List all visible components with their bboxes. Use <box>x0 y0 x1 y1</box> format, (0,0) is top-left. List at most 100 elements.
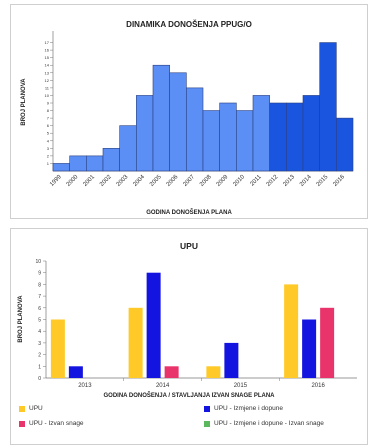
legend-item-upu-izvan-snage: UPU - Izvan snage <box>19 420 84 427</box>
y-tick-label: 9 <box>47 101 50 106</box>
bar <box>319 42 337 172</box>
bar <box>252 95 270 172</box>
x-tick-label: 2013 <box>282 174 296 188</box>
y-tick-label: 3 <box>47 146 50 151</box>
bar <box>206 366 221 378</box>
bar <box>50 319 65 378</box>
y-tick-label: 9 <box>38 271 41 277</box>
y-tick-label: 14 <box>45 63 50 68</box>
ppugo-chart: DINAMIKA DONOŠENJA PPUG/O123456789101112… <box>21 20 354 216</box>
legend-swatch <box>204 405 210 412</box>
bar <box>52 163 70 172</box>
x-axis-title: GODINA DONOŠENJA PLANA <box>146 208 232 216</box>
x-tick-label: 2014 <box>299 174 313 188</box>
x-tick-label: 2008 <box>199 174 213 188</box>
legend-label: UPU - Izmjene i dopune <box>214 405 284 412</box>
legend-item-upu: UPU <box>19 405 43 412</box>
bar <box>302 319 317 378</box>
legend-swatch <box>19 405 25 412</box>
upu-chart-panel: UPU 0 1 2 3 4 5 6 7 8 9 10 2013 2014 2015 2016 GODINA DO… <box>10 228 368 445</box>
chart-title: DINAMIKA DONOŠENJA PPUG/O <box>126 20 252 29</box>
legend-label: UPU <box>29 405 43 412</box>
x-tick-label: 2000 <box>66 174 80 188</box>
bar <box>68 366 83 378</box>
y-tick-label: 1 <box>47 161 50 166</box>
bar <box>219 102 237 172</box>
y-tick-label: 13 <box>45 70 50 75</box>
bar <box>128 307 143 378</box>
bar <box>136 95 154 172</box>
bar <box>102 148 120 172</box>
bar <box>119 125 137 172</box>
bar <box>236 110 254 172</box>
bar <box>286 102 304 172</box>
x-tick-label: 2010 <box>232 174 246 188</box>
bar <box>224 342 239 378</box>
bar <box>69 155 87 172</box>
bar <box>86 155 104 172</box>
x-tick-label: 2009 <box>216 174 230 188</box>
y-tick-label: 7 <box>47 116 50 121</box>
y-tick-label: 6 <box>38 306 41 312</box>
legend-label: UPU - Izvan snage <box>29 420 84 427</box>
y-axis-title: BROJ PLANOVA <box>21 78 27 126</box>
legend-label: UPU - Izmjene i dopune - Izvan snage <box>214 420 324 427</box>
bar <box>302 95 320 172</box>
legend-swatch <box>19 420 25 427</box>
x-tick-label: 2011 <box>249 174 263 188</box>
bar <box>269 102 287 172</box>
y-tick-label: 1 <box>38 364 41 370</box>
x-axis-title: GODINA DONOŠENJA / STAVLJANJA IZVAN SNAG… <box>103 391 275 399</box>
y-tick-label: 10 <box>45 93 50 98</box>
bar <box>152 64 170 172</box>
x-tick-label: 1999 <box>49 174 63 188</box>
y-tick-label: 4 <box>38 329 41 335</box>
legend-item-upu-izmjene-izvan-snage: UPU - Izmjene i dopune - Izvan snage <box>204 420 324 427</box>
bar <box>146 272 161 378</box>
upu-chart: UPU 0 1 2 3 4 5 6 7 8 9 10 2013 2014 2015 2016 GODINA DO… <box>18 241 357 399</box>
x-tick-label: 2016 <box>311 383 325 389</box>
ppugo-chart-panel: DINAMIKA DONOŠENJA PPUG/O 1 2 3 4 5 6 7 8 9 10 11 12… <box>10 4 368 219</box>
y-axis-title: BROJ PLANOVA <box>18 295 24 343</box>
bar <box>186 87 204 172</box>
y-tick-label: 8 <box>47 108 50 113</box>
y-tick-label: 0 <box>38 376 41 382</box>
x-tick-label: 2013 <box>78 383 92 389</box>
x-tick-label: 2005 <box>149 174 163 188</box>
y-tick-label: 8 <box>38 282 41 288</box>
x-tick-label: 2004 <box>132 174 146 188</box>
y-tick-label: 17 <box>45 40 50 45</box>
x-tick-label: 2012 <box>266 174 280 188</box>
y-tick-label: 11 <box>45 85 50 90</box>
chart-title: UPU <box>180 241 198 251</box>
bar <box>320 307 335 378</box>
bar <box>336 117 354 172</box>
y-tick-label: 3 <box>38 341 41 347</box>
y-tick-label: 15 <box>45 55 50 60</box>
x-tick-label: 2006 <box>166 174 180 188</box>
y-tick-label: 4 <box>47 138 50 143</box>
x-tick-label: 2015 <box>316 174 330 188</box>
x-tick-label: 2001 <box>82 174 96 188</box>
legend-swatch <box>204 420 210 427</box>
bar <box>202 110 220 172</box>
y-tick-label: 5 <box>47 131 50 136</box>
y-tick-label: 7 <box>38 294 41 300</box>
y-tick-label: 6 <box>47 123 50 128</box>
x-tick-label: 2014 <box>156 383 170 389</box>
x-tick-label: 2007 <box>182 174 196 188</box>
x-tick-label: 2015 <box>234 383 248 389</box>
x-tick-label: 2003 <box>116 174 130 188</box>
x-tick-label: 2016 <box>332 174 346 188</box>
bar <box>169 72 187 172</box>
y-tick-label: 5 <box>38 318 41 324</box>
bar <box>164 366 179 378</box>
y-tick-label: 2 <box>38 353 41 359</box>
x-tick-label: 2002 <box>99 174 113 188</box>
y-tick-label: 16 <box>45 48 50 53</box>
y-tick-label: 10 <box>35 259 41 265</box>
bar <box>284 284 299 378</box>
y-tick-label: 2 <box>47 153 50 158</box>
y-tick-label: 12 <box>45 78 50 83</box>
legend-item-upu-izmjene: UPU - Izmjene i dopune <box>204 405 283 412</box>
